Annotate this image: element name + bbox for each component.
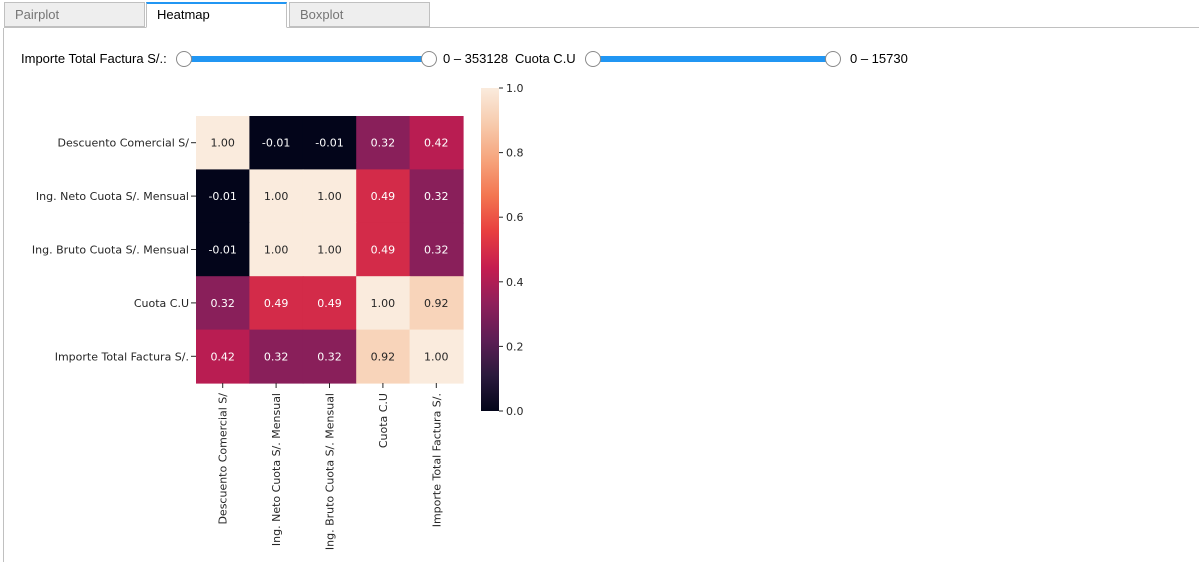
heatmap-cell xyxy=(249,329,304,384)
heatmap-cell-label: 0.42 xyxy=(210,350,235,363)
heatmap-cell xyxy=(409,222,464,277)
cuota-range-slider[interactable] xyxy=(585,51,841,67)
heatmap-cell-label: 1.00 xyxy=(264,190,289,203)
heatmap-cell-label: 0.42 xyxy=(424,137,449,150)
heatmap-cell-label: 1.00 xyxy=(424,350,449,363)
heatmap-cell-label: 0.32 xyxy=(317,350,342,363)
heatmap-cell-label: -0.01 xyxy=(208,244,236,257)
heatmap-cell xyxy=(409,329,464,384)
heatmap-cell-label: 0.49 xyxy=(371,244,396,257)
tab-pairplot[interactable]: Pairplot xyxy=(4,2,145,27)
tab-bar-divider xyxy=(4,27,1199,28)
colorbar-tick-label: 0.2 xyxy=(506,340,524,353)
heatmap-cell-label: 0.92 xyxy=(424,297,449,310)
heatmap-cell-label: 0.49 xyxy=(264,297,289,310)
tab-heatmap[interactable]: Heatmap xyxy=(146,2,287,28)
colorbar-tick-label: 0.0 xyxy=(506,405,524,418)
cuota-slider-track[interactable] xyxy=(592,56,834,62)
heatmap-cell-label: 1.00 xyxy=(210,137,235,150)
y-axis-tick-label: Ing. Bruto Cuota S/. Mensual xyxy=(32,244,189,257)
heatmap-cell xyxy=(249,169,304,224)
colorbar-tick-label: 0.8 xyxy=(506,147,524,160)
tab-bar: Pairplot Heatmap Boxplot xyxy=(4,2,1199,28)
heatmap-cell-label: 0.32 xyxy=(210,297,235,310)
y-axis-tick-label: Cuota C.U xyxy=(134,297,189,310)
panel-border xyxy=(3,28,4,562)
heatmap-cell xyxy=(409,169,464,224)
heatmap-cell xyxy=(196,329,250,384)
colorbar xyxy=(481,88,499,411)
heatmap-cell-label: -0.01 xyxy=(262,137,290,150)
heatmap-cell xyxy=(356,222,411,277)
tab-boxplot[interactable]: Boxplot xyxy=(289,2,430,27)
heatmap-cell-label: 0.49 xyxy=(371,190,396,203)
colorbar-tick-label: 0.6 xyxy=(506,211,524,224)
cuota-slider-max-handle[interactable] xyxy=(825,51,841,67)
heatmap-cell xyxy=(302,329,357,384)
y-axis-tick-label: Descuento Comercial S/ xyxy=(57,137,189,150)
cuota-slider-min-handle[interactable] xyxy=(585,51,601,67)
heatmap-cell-label: 1.00 xyxy=(317,244,342,257)
heatmap-cell xyxy=(356,276,411,331)
heatmap-cell xyxy=(196,222,250,277)
heatmap-cell xyxy=(196,276,250,331)
heatmap-cell-label: 1.00 xyxy=(264,244,289,257)
heatmap-cell-label: -0.01 xyxy=(315,137,343,150)
importe-slider-max-handle[interactable] xyxy=(421,51,437,67)
heatmap-cell-label: 1.00 xyxy=(317,190,342,203)
x-axis-tick-label: Cuota C.U xyxy=(377,393,390,448)
heatmap-cell xyxy=(249,116,304,170)
cuota-slider-label: Cuota C.U xyxy=(515,51,576,66)
y-axis-tick-label: Ing. Neto Cuota S/. Mensual xyxy=(36,190,189,203)
x-axis-tick-label: Ing. Bruto Cuota S/. Mensual xyxy=(324,393,337,550)
heatmap-cell-label: 0.32 xyxy=(264,350,289,363)
heatmap-cell-label: 0.92 xyxy=(371,350,396,363)
heatmap-cell-label: 0.32 xyxy=(424,244,449,257)
x-axis-tick-label: Descuento Comercial S/ xyxy=(217,393,230,525)
heatmap-cell xyxy=(302,276,357,331)
heatmap-cell xyxy=(249,222,304,277)
heatmap-cell xyxy=(196,116,250,170)
heatmap-cell xyxy=(302,116,357,170)
colorbar-tick-label: 0.4 xyxy=(506,276,524,289)
heatmap-cell xyxy=(196,169,250,224)
heatmap-cell-label: 0.32 xyxy=(424,190,449,203)
importe-slider-label: Importe Total Factura S/.: xyxy=(21,51,167,66)
colorbar-tick-label: 1.0 xyxy=(506,82,524,95)
heatmap-cell xyxy=(302,169,357,224)
heatmap-cell xyxy=(356,116,411,170)
heatmap-cell xyxy=(249,276,304,331)
heatmap-cell xyxy=(302,222,357,277)
importe-range-readout: 0 – 353128 xyxy=(443,51,509,66)
heatmap-cell-label: 1.00 xyxy=(371,297,396,310)
x-axis-tick-label: Ing. Neto Cuota S/. Mensual xyxy=(270,393,283,546)
cuota-range-readout: 0 – 15730 xyxy=(850,51,908,66)
heatmap-cell xyxy=(356,169,411,224)
importe-slider-track[interactable] xyxy=(183,56,429,62)
importe-range-slider[interactable] xyxy=(176,51,437,67)
heatmap-cell-label: 0.49 xyxy=(317,297,342,310)
importe-slider-min-handle[interactable] xyxy=(176,51,192,67)
heatmap-cell-label: 0.32 xyxy=(371,137,396,150)
heatmap-cell xyxy=(409,276,464,331)
y-axis-tick-label: Importe Total Factura S/. xyxy=(55,350,189,363)
heatmap-cell-label: -0.01 xyxy=(208,190,236,203)
x-axis-tick-label: Importe Total Factura S/. xyxy=(430,393,443,527)
heatmap-cell xyxy=(356,329,411,384)
heatmap-cell xyxy=(409,116,464,170)
